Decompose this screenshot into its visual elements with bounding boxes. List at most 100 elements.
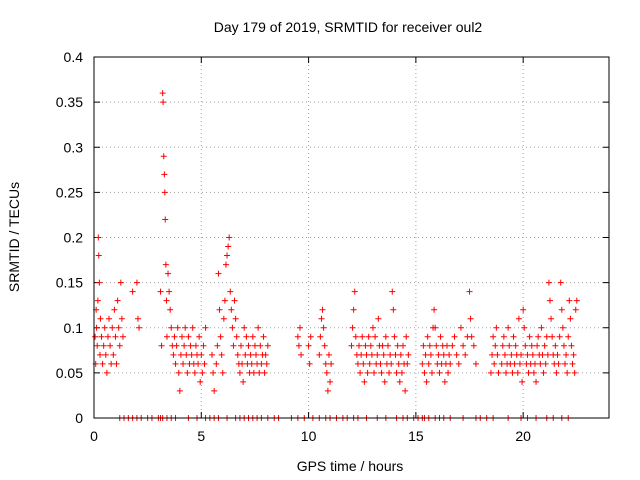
data-point [348, 342, 355, 349]
data-point [542, 360, 549, 367]
data-point [491, 360, 498, 367]
data-point [321, 342, 328, 349]
data-point [161, 171, 168, 178]
chart-title: Day 179 of 2019, SRMTID for receiver oul… [214, 19, 483, 35]
data-point [367, 342, 374, 349]
y-tick-label: 0.25 [56, 184, 83, 200]
data-point [422, 351, 429, 358]
x-axis-label: GPS time / hours [297, 458, 404, 474]
data-point [427, 351, 434, 358]
y-axis-label: SRMTID / TECUs [6, 182, 22, 292]
data-point [441, 378, 448, 385]
data-point [352, 333, 359, 340]
data-point [368, 351, 375, 358]
data-point [168, 324, 175, 331]
data-point [548, 315, 555, 322]
data-point [94, 297, 101, 304]
data-point [423, 378, 430, 385]
data-point [247, 351, 254, 358]
data-point [359, 333, 366, 340]
data-point [374, 351, 381, 358]
data-point [421, 369, 428, 376]
data-point [565, 333, 572, 340]
x-tick-label: 5 [197, 428, 205, 444]
data-point [195, 360, 202, 367]
data-point [227, 288, 234, 295]
data-point [210, 369, 217, 376]
x-tick-label: 0 [90, 428, 98, 444]
data-point [451, 333, 458, 340]
data-point [211, 387, 218, 394]
data-point [324, 387, 331, 394]
data-point [354, 360, 361, 367]
data-point [104, 333, 111, 340]
data-point [499, 342, 506, 349]
data-point [133, 279, 140, 286]
data-point [466, 288, 473, 295]
data-point [396, 378, 403, 385]
data-point [568, 342, 575, 349]
data-point [375, 315, 382, 322]
y-tick-label: 0 [75, 410, 83, 426]
data-point [98, 333, 105, 340]
data-point [403, 333, 410, 340]
data-point [178, 333, 185, 340]
data-point [172, 360, 179, 367]
data-points [92, 90, 580, 394]
data-point [388, 360, 395, 367]
data-point [180, 360, 187, 367]
data-point [435, 351, 442, 358]
data-point [470, 342, 477, 349]
data-point [389, 288, 396, 295]
data-point [199, 369, 206, 376]
y-tick-label: 0.1 [64, 320, 84, 336]
y-tick-label: 0.2 [64, 230, 84, 246]
data-point [294, 333, 301, 340]
data-point [543, 333, 550, 340]
data-point [351, 288, 358, 295]
data-point [307, 333, 314, 340]
data-point [263, 360, 270, 367]
data-point [570, 351, 577, 358]
data-point [249, 333, 256, 340]
data-point [161, 189, 168, 196]
data-point [518, 351, 525, 358]
data-point [398, 369, 405, 376]
data-point [524, 351, 531, 358]
data-point [431, 306, 438, 313]
data-point [511, 360, 518, 367]
data-point [232, 315, 239, 322]
data-point [97, 351, 104, 358]
data-point [316, 351, 323, 358]
y-tick-label: 0.35 [56, 94, 83, 110]
data-point [544, 351, 551, 358]
data-point [537, 360, 544, 367]
data-point [115, 324, 122, 331]
data-point [174, 324, 181, 331]
data-point [241, 324, 248, 331]
data-point [420, 342, 427, 349]
data-point [381, 378, 388, 385]
data-point [514, 369, 521, 376]
data-point [215, 270, 222, 277]
data-point [106, 315, 113, 322]
data-point [306, 360, 313, 367]
data-point [364, 369, 371, 376]
data-point [440, 351, 447, 358]
data-point [163, 333, 170, 340]
data-point [564, 369, 571, 376]
data-point [117, 279, 124, 286]
data-point [395, 360, 402, 367]
data-point [369, 324, 376, 331]
grid-lines [94, 57, 609, 418]
data-point [323, 369, 330, 376]
data-point [173, 342, 180, 349]
data-point [162, 261, 169, 268]
data-point [457, 324, 464, 331]
data-point [118, 315, 125, 322]
data-point [366, 360, 373, 367]
data-point [394, 342, 401, 349]
data-point [158, 342, 165, 349]
data-point [171, 333, 178, 340]
data-point [443, 342, 450, 349]
